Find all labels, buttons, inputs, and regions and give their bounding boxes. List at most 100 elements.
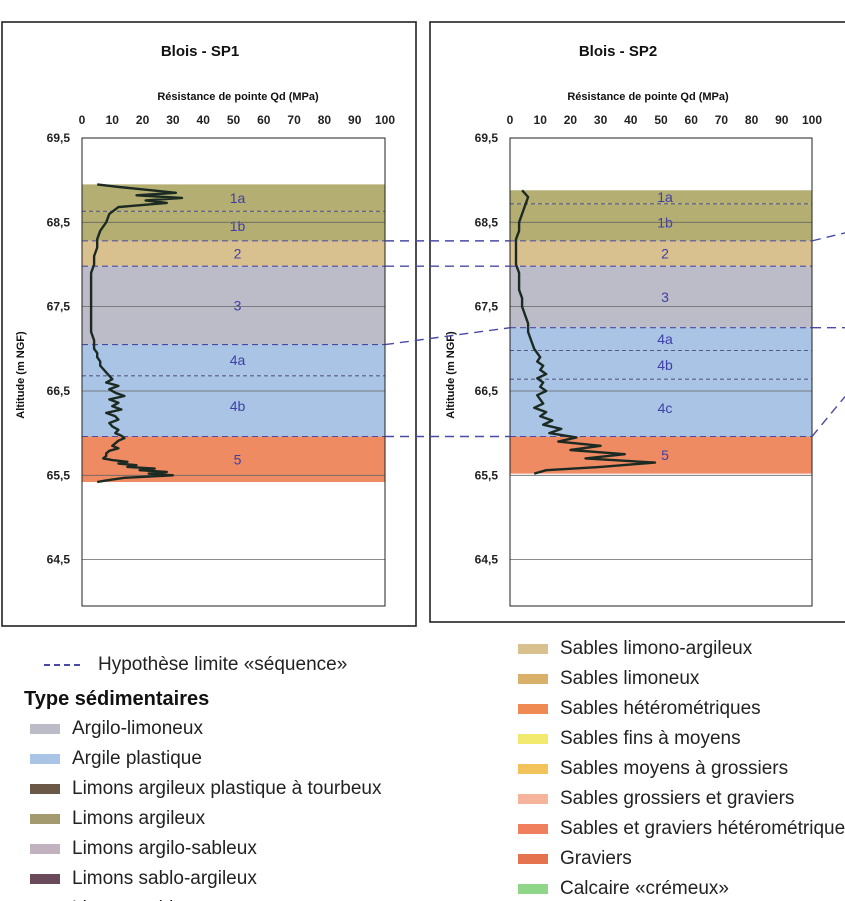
legend-label: Sables et graviers hétérométriques bbox=[560, 818, 845, 839]
layer-band-5 bbox=[82, 436, 385, 483]
sequence-boundary-connectors bbox=[384, 232, 845, 438]
legend-boundary-label: Hypothèse limite «séquence» bbox=[98, 654, 348, 675]
legend-right-item-7: Graviers bbox=[518, 848, 632, 870]
legend-heading: Type sédimentaires bbox=[24, 688, 210, 710]
penetration-resistance-line bbox=[89, 183, 184, 484]
x-tick-label: 100 bbox=[375, 113, 395, 127]
x-tick-label: 30 bbox=[166, 113, 180, 127]
legend-swatch bbox=[30, 724, 60, 734]
layer-label-2: 2 bbox=[234, 246, 242, 262]
y-tick-label: 64,5 bbox=[47, 553, 71, 567]
chart-title: Blois - SP2 bbox=[579, 43, 657, 60]
y-tick-label: 66,5 bbox=[47, 384, 71, 398]
legend-left-item-2: Limons argileux plastique à tourbeux bbox=[30, 778, 381, 800]
legend-swatch bbox=[518, 704, 548, 714]
panel-sp1: 1a 1b 2 3 4a 4b 5 69,5 68,5 67,5 66,5 65,5 64,5 0 10 20… bbox=[1, 21, 417, 627]
legend-label: Limons sableux bbox=[72, 898, 204, 901]
y-tick-label: 67,5 bbox=[475, 300, 499, 314]
x-tick-label: 100 bbox=[802, 113, 822, 127]
legend-swatch bbox=[518, 644, 548, 654]
y-axis-label: Altitude (m NGF) bbox=[445, 331, 457, 419]
y-tick-label: 68,5 bbox=[47, 215, 71, 229]
legend-swatch bbox=[30, 754, 60, 764]
x-tick-label: 0 bbox=[79, 113, 86, 127]
legend-boundary: Hypothèse limite «séquence» bbox=[24, 654, 347, 676]
layer-label-4b: 4b bbox=[230, 398, 246, 414]
x-tick-label: 80 bbox=[318, 113, 332, 127]
layer-band-2 bbox=[82, 240, 385, 267]
legend-left-item-5: Limons sablo-argileux bbox=[30, 868, 257, 890]
layer-label-4c: 4c bbox=[658, 400, 673, 416]
legend-right-item-3: Sables fins à moyens bbox=[518, 728, 741, 750]
layer-band-4b bbox=[82, 375, 385, 437]
legend-swatch bbox=[518, 854, 548, 864]
legend-right-item-0: Sables limono-argileux bbox=[518, 638, 752, 660]
layer-label-4a: 4a bbox=[230, 352, 246, 368]
x-tick-label: 40 bbox=[197, 113, 211, 127]
legend-right-item-1: Sables limoneux bbox=[518, 668, 699, 690]
legend-label: Calcaire «crémeux» bbox=[560, 878, 729, 899]
legend-right-item-8: Calcaire «crémeux» bbox=[518, 878, 729, 900]
x-tick-label: 50 bbox=[227, 113, 241, 127]
legend-label: Sables grossiers et graviers bbox=[560, 788, 795, 809]
layer-label-3: 3 bbox=[661, 289, 669, 305]
penetration-resistance-line bbox=[514, 189, 657, 475]
layer-band-4c bbox=[510, 379, 812, 437]
dashed-line-swatch bbox=[44, 664, 80, 666]
layer-label-1a: 1a bbox=[230, 190, 246, 206]
layer-band-4a bbox=[510, 327, 812, 351]
layer-label-2: 2 bbox=[661, 246, 669, 262]
x-tick-label: 30 bbox=[594, 113, 608, 127]
layer-label-5: 5 bbox=[661, 447, 669, 463]
legend-right-item-4: Sables moyens à grossiers bbox=[518, 758, 788, 780]
legend-swatch bbox=[30, 784, 60, 794]
legend-swatch bbox=[518, 794, 548, 804]
legend-right-item-6: Sables et graviers hétérométriques bbox=[518, 818, 845, 840]
legend-swatch bbox=[30, 874, 60, 884]
y-tick-label: 68,5 bbox=[475, 215, 499, 229]
legend-label: Sables limono-argileux bbox=[560, 638, 753, 659]
legend-left-item-1: Argile plastique bbox=[30, 748, 202, 770]
layer-label-5: 5 bbox=[234, 451, 242, 467]
layer-band-4a bbox=[82, 344, 385, 376]
x-tick-label: 20 bbox=[136, 113, 150, 127]
x-tick-label: 40 bbox=[624, 113, 638, 127]
plot-area bbox=[509, 137, 813, 607]
x-tick-label: 10 bbox=[106, 113, 120, 127]
layer-label-1b: 1b bbox=[230, 218, 246, 234]
x-tick-label: 70 bbox=[715, 113, 729, 127]
legend-label: Sables hétérométriques bbox=[560, 698, 761, 719]
x-tick-label: 20 bbox=[564, 113, 578, 127]
x-tick-label: 80 bbox=[745, 113, 759, 127]
layer-label-4a: 4a bbox=[657, 331, 673, 347]
y-tick-label: 65,5 bbox=[47, 468, 71, 482]
y-tick-label: 69,5 bbox=[475, 131, 499, 145]
legend-swatch bbox=[518, 824, 548, 834]
legend-label: Argile plastique bbox=[72, 748, 202, 769]
x-tick-label: 10 bbox=[534, 113, 548, 127]
legend-label: Argilo-limoneux bbox=[72, 718, 203, 739]
connector-line-right bbox=[811, 396, 845, 437]
legend-left-item-3: Limons argileux bbox=[30, 808, 205, 830]
y-tick-label: 65,5 bbox=[475, 468, 499, 482]
legend-right-item-5: Sables grossiers et graviers bbox=[518, 788, 794, 810]
y-tick-label: 66,5 bbox=[475, 384, 499, 398]
x-tick-label: 60 bbox=[257, 113, 271, 127]
x-tick-label: 60 bbox=[685, 113, 699, 127]
y-axis-label: Altitude (m NGF) bbox=[15, 331, 27, 419]
legend-label: Limons argilo-sableux bbox=[72, 838, 257, 859]
layer-band-3 bbox=[82, 266, 385, 345]
legend-label: Limons sablo-argileux bbox=[72, 868, 257, 889]
legend-swatch bbox=[30, 814, 60, 824]
legend-left-item-6: Limons sableux bbox=[30, 898, 204, 901]
legend-left-item-0: Argilo-limoneux bbox=[30, 718, 203, 740]
legend-swatch bbox=[518, 764, 548, 774]
y-tick-label: 67,5 bbox=[47, 300, 71, 314]
layer-label-3: 3 bbox=[234, 297, 242, 313]
layer-band-2 bbox=[510, 240, 812, 267]
y-tick-label: 64,5 bbox=[475, 553, 499, 567]
x-tick-label: 70 bbox=[287, 113, 301, 127]
legend-swatch bbox=[30, 844, 60, 854]
legend-right-item-2: Sables hétérométriques bbox=[518, 698, 761, 720]
